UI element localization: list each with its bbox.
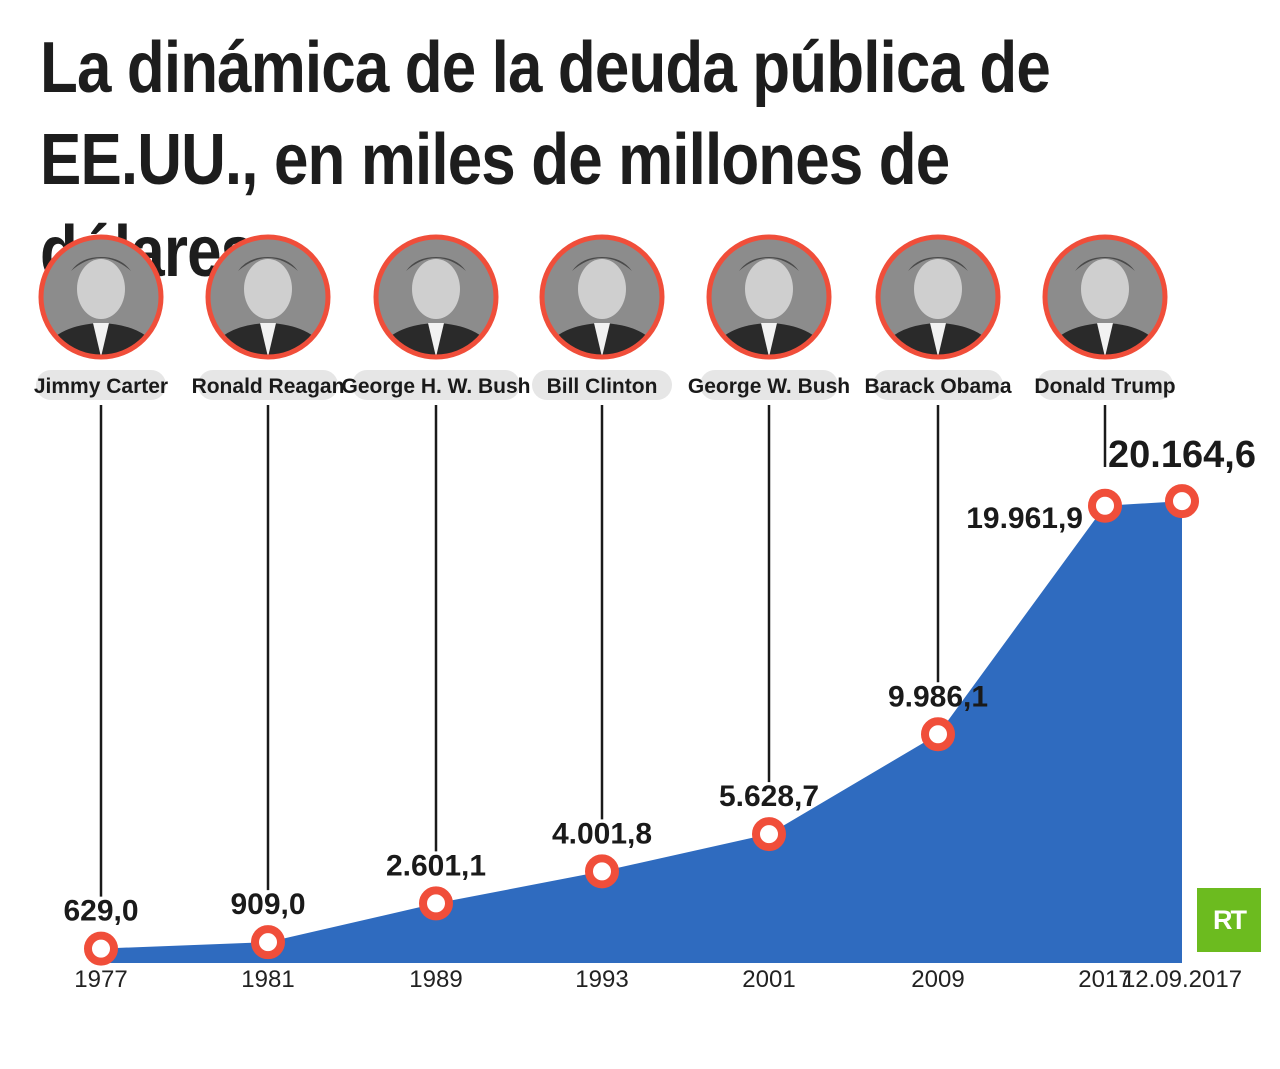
person-label-bg <box>873 370 1003 400</box>
person-label-bg <box>36 370 166 400</box>
portrait-face <box>412 259 460 319</box>
data-point <box>1088 488 1122 523</box>
value-label: 20.164,6 <box>1108 434 1256 476</box>
data-point <box>84 931 118 966</box>
portrait-hair <box>739 257 799 271</box>
portrait-shirt <box>428 323 444 355</box>
person-label: Donald Trump <box>1034 375 1175 398</box>
person-label-bg <box>1037 370 1173 400</box>
portrait-face <box>244 259 292 319</box>
portrait-hair <box>71 257 131 271</box>
person-label-bg <box>532 370 672 400</box>
person-label: George H. W. Bush <box>341 375 530 398</box>
portrait-hair <box>908 257 968 271</box>
portrait-hair <box>238 257 298 271</box>
portrait-icon <box>880 239 996 355</box>
portrait-shirt <box>594 323 610 355</box>
person-label-bg <box>198 370 338 400</box>
person-label-bg <box>352 370 520 400</box>
portrait-face <box>578 259 626 319</box>
data-point <box>921 717 955 752</box>
person-label: George W. Bush <box>688 375 850 398</box>
portrait-face <box>1081 259 1129 319</box>
chart-title: La dinámica de la deuda pública de EE.UU… <box>40 28 1051 292</box>
x-tick-label: 1993 <box>575 966 628 993</box>
debt-area <box>101 501 1182 963</box>
value-label: 629,0 <box>63 895 138 928</box>
value-label: 5.628,7 <box>719 780 819 813</box>
portrait-ring <box>539 234 665 360</box>
portrait-ring <box>205 234 331 360</box>
person-label: Jimmy Carter <box>34 375 168 398</box>
portrait-hair <box>1075 257 1135 271</box>
person-label: Barack Obama <box>864 375 1011 398</box>
person-label-bg <box>700 370 838 400</box>
x-tick-label: 1977 <box>74 966 127 993</box>
portrait-face <box>745 259 793 319</box>
value-label: 2.601,1 <box>386 849 486 882</box>
x-tick-label: 1989 <box>409 966 462 993</box>
data-point <box>752 817 786 852</box>
x-tick-label: 2001 <box>742 966 795 993</box>
data-point <box>419 886 453 921</box>
data-point <box>251 925 285 960</box>
value-label: 9.986,1 <box>888 680 988 713</box>
x-tick-label: 2009 <box>911 966 964 993</box>
x-tick-label: 2017 <box>1078 966 1131 993</box>
data-point <box>1165 484 1199 519</box>
portrait-ring <box>875 234 1001 360</box>
rt-logo: RT <box>1197 888 1261 952</box>
portrait-ring <box>38 234 164 360</box>
data-point <box>585 854 619 889</box>
value-label: 4.001,8 <box>552 817 652 850</box>
x-tick-label: 1981 <box>241 966 294 993</box>
person-label: Ronald Reagan <box>192 375 345 398</box>
portrait-shirt <box>93 323 109 355</box>
portrait-shirt <box>1097 323 1113 355</box>
portrait-ring <box>1042 234 1168 360</box>
portrait-ring <box>706 234 832 360</box>
portrait-ring <box>373 234 499 360</box>
value-label: 909,0 <box>230 888 305 921</box>
person-label: Bill Clinton <box>547 375 658 398</box>
portrait-shirt <box>761 323 777 355</box>
value-label: 19.961,9 <box>966 502 1083 535</box>
portrait-face <box>77 259 125 319</box>
portrait-shirt <box>930 323 946 355</box>
portrait-face <box>914 259 962 319</box>
portrait-shirt <box>260 323 276 355</box>
portrait-hair <box>572 257 632 271</box>
portrait-icon <box>544 239 660 355</box>
portrait-hair <box>406 257 466 271</box>
x-tick-label: 12.09.2017 <box>1122 966 1242 993</box>
portrait-icon <box>378 239 494 355</box>
